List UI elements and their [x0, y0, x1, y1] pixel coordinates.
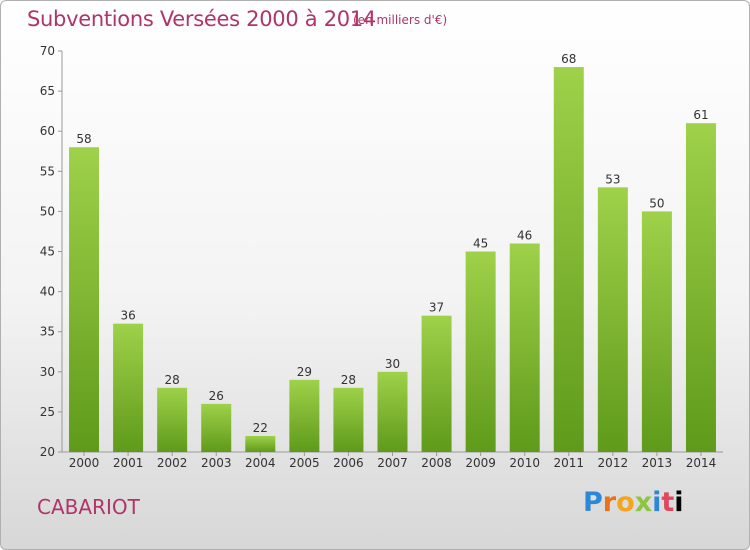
bar	[245, 435, 276, 452]
y-tick-label: 20	[40, 445, 55, 459]
bar	[201, 403, 232, 452]
chart-subtitle: (en milliers d'€)	[353, 13, 448, 27]
bar	[333, 387, 364, 452]
bar	[641, 211, 672, 452]
y-tick-label: 60	[40, 124, 55, 138]
y-tick-label: 25	[40, 405, 55, 419]
x-tick-label: 2005	[289, 456, 320, 470]
x-tick-label: 2014	[686, 456, 717, 470]
y-tick-label: 40	[40, 285, 55, 299]
x-tick-label: 2012	[598, 456, 629, 470]
data-label: 37	[429, 301, 444, 315]
logo-letter: P	[583, 487, 603, 518]
logo-letter: o	[616, 487, 635, 518]
x-tick-label: 2007	[377, 456, 408, 470]
data-label: 68	[561, 52, 576, 66]
y-tick-label: 55	[40, 164, 55, 178]
bar	[421, 315, 452, 452]
data-label: 50	[649, 196, 664, 210]
bars-group: 58 36 28 26 22 29 28 30 37 45 46 68 53 50 61	[69, 52, 716, 453]
x-tick-label: 2011	[553, 456, 584, 470]
data-label: 36	[120, 309, 135, 323]
x-tick-label: 2009	[465, 456, 496, 470]
bar	[157, 387, 188, 452]
commune-name: CABARIOT	[37, 495, 140, 519]
logo-letter: i	[652, 487, 662, 518]
x-tick-label: 2003	[201, 456, 232, 470]
bar	[113, 323, 144, 452]
bar	[465, 251, 496, 452]
bar	[69, 147, 100, 453]
data-label: 28	[341, 373, 356, 387]
data-label: 61	[693, 108, 708, 122]
data-label: 29	[297, 365, 312, 379]
bar	[377, 371, 408, 452]
y-tick-label: 70	[40, 44, 55, 58]
x-tick-label: 2001	[113, 456, 144, 470]
x-tick-label: 2004	[245, 456, 276, 470]
y-tick-label: 45	[40, 245, 55, 259]
bar	[553, 67, 584, 452]
logo-letter: x	[634, 487, 653, 518]
x-tick-label: 2010	[509, 456, 540, 470]
data-label: 46	[517, 228, 532, 242]
bar	[597, 187, 628, 452]
logo-letter: r	[602, 487, 617, 518]
bar	[289, 379, 320, 452]
data-label: 45	[473, 237, 488, 251]
data-label: 53	[605, 172, 620, 186]
y-tick-label: 50	[40, 204, 55, 218]
x-tick-label: 2006	[333, 456, 364, 470]
y-tick-label: 35	[40, 325, 55, 339]
bar	[685, 123, 716, 453]
x-tick-label: 2002	[157, 456, 188, 470]
x-tick-label: 2000	[69, 456, 100, 470]
data-label: 26	[209, 389, 224, 403]
y-tick-label: 65	[40, 84, 55, 98]
chart-title: Subventions Versées 2000 à 2014	[27, 7, 376, 31]
data-label: 58	[76, 132, 91, 146]
data-label: 22	[253, 421, 268, 435]
bar	[509, 243, 540, 452]
proxiti-logo: Proxiti	[583, 487, 684, 518]
x-tick-label: 2008	[421, 456, 452, 470]
logo-letter: i	[674, 487, 684, 518]
data-label: 30	[385, 357, 400, 371]
y-tick-label: 30	[40, 365, 55, 379]
x-tick-label: 2013	[642, 456, 673, 470]
logo-letter: t	[661, 487, 675, 518]
axes: 20 25 30 35 40 45 50 55 60 65 70 2000 2001 2002 2003 20…	[40, 44, 723, 470]
data-label: 28	[165, 373, 180, 387]
